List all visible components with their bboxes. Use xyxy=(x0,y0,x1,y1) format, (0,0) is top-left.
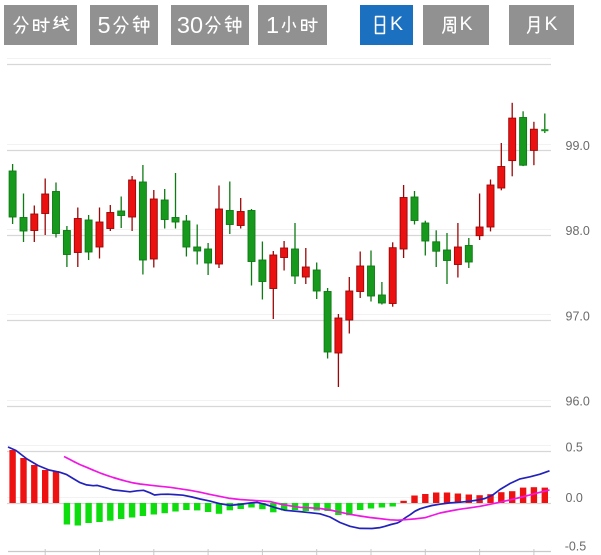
svg-text:96.0: 96.0 xyxy=(566,395,590,409)
svg-text:0.5: 0.5 xyxy=(566,440,583,454)
svg-text:-0.5: -0.5 xyxy=(565,540,587,554)
svg-text:98.0: 98.0 xyxy=(566,224,590,238)
svg-text:99.0: 99.0 xyxy=(566,139,590,153)
svg-text:97.0: 97.0 xyxy=(566,310,590,324)
svg-text:0.0: 0.0 xyxy=(566,491,583,505)
